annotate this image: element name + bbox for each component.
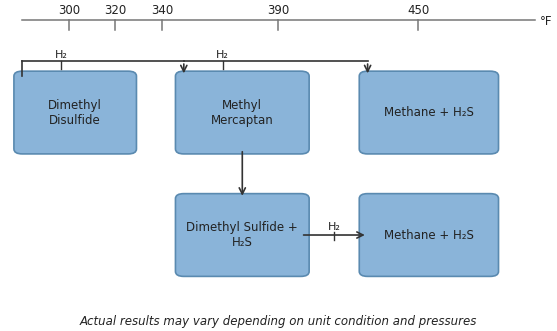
Text: Actual results may vary depending on unit condition and pressures: Actual results may vary depending on uni… — [80, 315, 477, 328]
Text: Methane + H₂S: Methane + H₂S — [384, 228, 474, 242]
Text: 320: 320 — [104, 4, 126, 17]
Text: °F: °F — [540, 15, 553, 28]
Text: H₂: H₂ — [216, 50, 229, 60]
Text: Methyl
Mercaptan: Methyl Mercaptan — [211, 99, 273, 126]
FancyBboxPatch shape — [175, 71, 309, 154]
Text: 340: 340 — [151, 4, 173, 17]
Text: 450: 450 — [407, 4, 429, 17]
Text: H₂: H₂ — [328, 222, 341, 232]
FancyBboxPatch shape — [14, 71, 136, 154]
Text: 390: 390 — [267, 4, 290, 17]
Text: 300: 300 — [58, 4, 80, 17]
Text: Methane + H₂S: Methane + H₂S — [384, 106, 474, 119]
Text: H₂: H₂ — [55, 50, 68, 60]
Text: Dimethyl Sulfide +
H₂S: Dimethyl Sulfide + H₂S — [187, 221, 298, 249]
FancyBboxPatch shape — [359, 71, 499, 154]
FancyBboxPatch shape — [359, 194, 499, 276]
Text: Dimethyl
Disulfide: Dimethyl Disulfide — [48, 99, 102, 126]
FancyBboxPatch shape — [175, 194, 309, 276]
